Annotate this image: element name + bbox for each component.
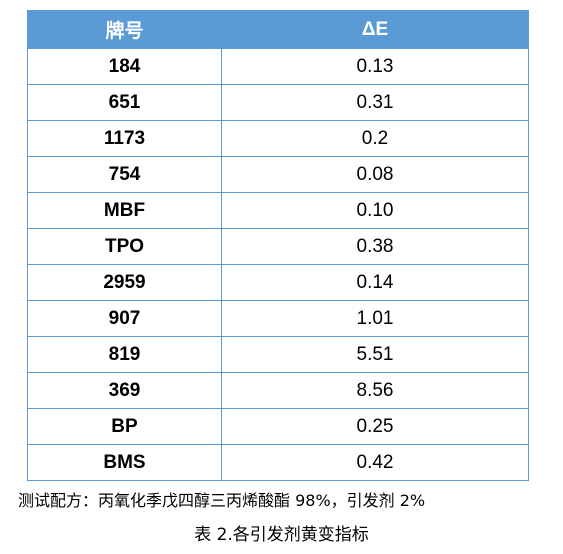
delta-e-cell: 0.13 [221,48,529,85]
delta-e-cell: 0.25 [221,408,529,445]
grade-cell: 907 [27,300,222,337]
grade-cell: 651 [27,84,222,121]
table-header-row: 牌号 ΔE [27,10,529,49]
grade-cell: BP [27,408,222,445]
grade-cell: 754 [27,156,222,193]
table-row: 651 0.31 [27,84,529,121]
delta-e-cell: 0.38 [221,228,529,265]
delta-e-cell: 0.10 [221,192,529,229]
delta-e-cell: 0.14 [221,264,529,301]
delta-e-cell: 0.08 [221,156,529,193]
table-row: BP 0.25 [27,408,529,445]
delta-e-cell: 8.56 [221,372,529,409]
delta-e-cell: 0.31 [221,84,529,121]
delta-e-cell: 0.42 [221,444,529,481]
grade-cell: MBF [27,192,222,229]
table-row: 369 8.56 [27,372,529,409]
yellowing-index-table: 牌号 ΔE 184 0.13 651 0.31 1173 0.2 754 0.0… [27,10,529,481]
grade-cell: 2959 [27,264,222,301]
table-row: TPO 0.38 [27,228,529,265]
table-row: 2959 0.14 [27,264,529,301]
column-header-grade: 牌号 [27,10,222,49]
grade-cell: 819 [27,336,222,373]
table-row: BMS 0.42 [27,444,529,481]
test-formula-note: 测试配方：丙氧化季戊四醇三丙烯酸酯 98%，引发剂 2% [18,491,426,510]
grade-cell: TPO [27,228,222,265]
table-row: 819 5.51 [27,336,529,373]
grade-cell: BMS [27,444,222,481]
table-row: 907 1.01 [27,300,529,337]
table-row: 184 0.13 [27,48,529,85]
grade-cell: 184 [27,48,222,85]
table-row: 1173 0.2 [27,120,529,157]
table-row: MBF 0.10 [27,192,529,229]
grade-cell: 1173 [27,120,222,157]
delta-e-cell: 0.2 [221,120,529,157]
delta-e-cell: 5.51 [221,336,529,373]
grade-cell: 369 [27,372,222,409]
table-caption: 表 2.各引发剂黄变指标 [194,525,369,545]
delta-e-cell: 1.01 [221,300,529,337]
column-header-delta-e: ΔE [221,10,529,49]
table-row: 754 0.08 [27,156,529,193]
